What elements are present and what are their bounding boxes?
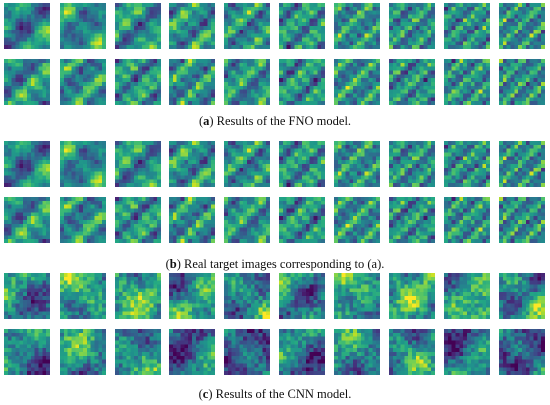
heatmap-tile [334,197,380,243]
heatmap-tile [279,141,325,187]
panel-fno: (a) Results of the FNO model. [0,0,550,130]
heatmap-tile [115,329,161,375]
heatmap-tile [334,59,380,105]
heatmap-tile [334,273,380,319]
image-row-1 [0,141,550,187]
heatmap-tile [4,3,50,49]
heatmap-tile [279,329,325,375]
heatmap-tile [60,329,106,375]
heatmap-tile [60,59,106,105]
heatmap-tile [499,197,545,243]
heatmap-tile [115,3,161,49]
heatmap-tile [389,197,435,243]
heatmap-tile [444,329,490,375]
heatmap-tile [389,59,435,105]
heatmap-tile [389,329,435,375]
heatmap-tile [115,273,161,319]
heatmap-tile [115,141,161,187]
heatmap-tile [4,141,50,187]
heatmap-tile [334,141,380,187]
heatmap-tile [334,329,380,375]
heatmap-tile [115,59,161,105]
heatmap-tile [279,197,325,243]
heatmap-tile [224,197,270,243]
panel-label: c [202,387,209,401]
heatmap-tile [444,3,490,49]
caption-cnn: (c) Results of the CNN model. [198,387,352,401]
heatmap-tile [499,273,545,319]
heatmap-tile [169,59,215,105]
heatmap-tile [334,3,380,49]
heatmap-tile [499,141,545,187]
heatmap-tile [169,197,215,243]
heatmap-tile [279,273,325,319]
heatmap-tile [4,273,50,319]
heatmap-tile [4,197,50,243]
heatmap-tile [169,141,215,187]
heatmap-tile [4,59,50,105]
heatmap-tile [224,329,270,375]
heatmap-tile [389,3,435,49]
heatmap-tile [224,59,270,105]
heatmap-tile [224,3,270,49]
heatmap-tile [4,329,50,375]
image-row-1 [0,273,550,319]
caption-text: Results of the CNN model. [215,387,352,401]
image-row-2 [0,197,550,243]
heatmap-tile [444,197,490,243]
heatmap-tile [60,273,106,319]
heatmap-tile [444,59,490,105]
caption-fno: (a) Results of the FNO model. [198,114,352,128]
heatmap-tile [224,273,270,319]
caption-text: Real target images corresponding to (a). [184,257,385,271]
heatmap-tile [499,329,545,375]
image-row-2 [0,329,550,375]
heatmap-tile [60,141,106,187]
heatmap-tile [499,3,545,49]
panel-label: a [203,114,210,128]
heatmap-tile [279,59,325,105]
image-row-2 [0,59,550,105]
heatmap-tile [389,273,435,319]
image-row-1 [0,3,550,49]
heatmap-tile [169,329,215,375]
heatmap-tile [389,141,435,187]
heatmap-tile [169,3,215,49]
panel-label: b [169,257,177,271]
caption-real: (b) Real target images corresponding to … [165,257,385,271]
heatmap-tile [279,3,325,49]
heatmap-tile [60,197,106,243]
caption-text: Results of the FNO model. [216,114,352,128]
panel-real: (b) Real target images corresponding to … [0,138,550,271]
heatmap-tile [60,3,106,49]
heatmap-tile [499,59,545,105]
heatmap-tile [444,141,490,187]
heatmap-tile [224,141,270,187]
heatmap-tile [444,273,490,319]
heatmap-tile [115,197,161,243]
panel-cnn: (c) Results of the CNN model. [0,270,550,405]
heatmap-tile [169,273,215,319]
